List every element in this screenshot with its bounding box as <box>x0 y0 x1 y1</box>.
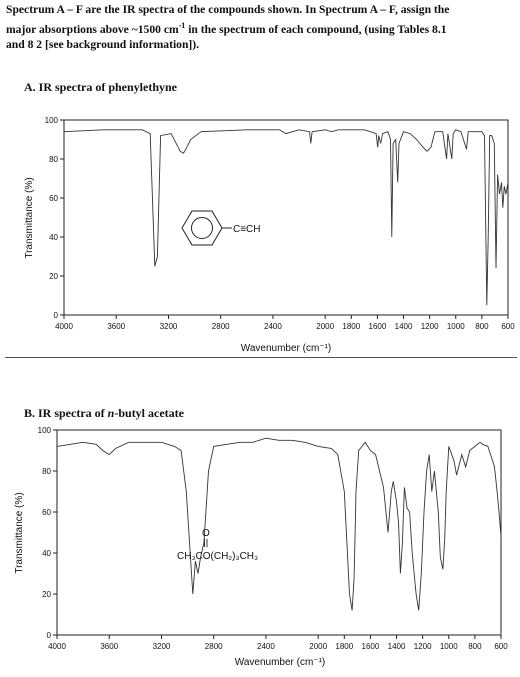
x-tick-label: 2400 <box>264 322 282 331</box>
benzene-ring <box>181 210 223 246</box>
y-tick-label: 100 <box>38 426 52 435</box>
instructions-text: Spectrum A – F are the IR spectra of the… <box>6 2 516 52</box>
x-tick-label: 3200 <box>153 642 171 651</box>
section-b-heading-prefix: B. IR spectra of <box>24 406 108 420</box>
y-tick-label: 0 <box>54 311 59 320</box>
x-tick-label: 800 <box>475 322 489 331</box>
section-divider <box>5 357 517 358</box>
ir-spectrum-chart-b: 4000 3600 3200 2800 2400 2000 1800 1600 1400 1200… <box>14 426 509 668</box>
y-tick-label: 20 <box>42 590 51 599</box>
x-tick-label: 1800 <box>342 322 360 331</box>
x-tick-label: 1800 <box>335 642 353 651</box>
x-tick-label: 800 <box>468 642 482 651</box>
tick-group: 4000 3600 3200 2800 2400 2000 1800 1600 1400 1200… <box>45 116 516 331</box>
x-tick-label: 2400 <box>257 642 275 651</box>
x-tick-label: 3600 <box>107 322 125 331</box>
y-tick-label: 60 <box>42 508 51 517</box>
y-axis-label: Transmittance (%) <box>14 492 25 573</box>
x-tick-label: 3600 <box>100 642 118 651</box>
instructions-superscript: -1 <box>178 20 186 30</box>
x-tick-label: 600 <box>494 642 508 651</box>
x-tick-label: 1600 <box>369 322 387 331</box>
x-tick-label: 2800 <box>212 322 230 331</box>
section-b-heading-suffix: -butyl acetate <box>114 406 184 420</box>
carbonyl-oxygen: O <box>202 528 210 539</box>
section-a-heading: A. IR spectra of phenylethyne <box>24 80 177 94</box>
plot-frame <box>63 119 509 316</box>
instructions-line-1: Spectrum A – F are the IR spectra of the… <box>6 3 450 16</box>
alkyne-label: C≡CH <box>233 224 261 235</box>
y-tick-label: 60 <box>49 194 58 203</box>
spectrum-line <box>63 129 509 306</box>
y-tick-label: 0 <box>47 631 52 640</box>
x-tick-label: 1600 <box>362 642 380 651</box>
butyl-acetate-structure: O CH₃CO(CH₂)₃CH₃ <box>177 528 258 562</box>
y-tick-label: 80 <box>49 155 58 164</box>
instructions-line-2-a: major absorptions above ~1500 cm <box>6 22 179 36</box>
instructions-line-2: major absorptions above ~1500 cm-1 in th… <box>6 18 516 37</box>
x-tick-label: 3200 <box>160 322 178 331</box>
x-tick-label: 1000 <box>447 322 465 331</box>
spectrum-line <box>56 437 502 611</box>
plot-frame <box>56 429 502 636</box>
instructions-line-2-b: in the spectrum of each compound, (using… <box>185 22 447 36</box>
y-tick-label: 80 <box>42 467 51 476</box>
formula-label: CH₃CO(CH₂)₃CH₃ <box>177 551 258 562</box>
x-tick-label: 2800 <box>205 642 223 651</box>
x-tick-label: 1200 <box>414 642 432 651</box>
y-tick-label: 20 <box>49 272 58 281</box>
y-tick-label: 40 <box>42 549 51 558</box>
x-tick-label: 1400 <box>388 642 406 651</box>
instructions-line-3: and 8 2 [see background information]). <box>6 37 200 51</box>
x-tick-label: 4000 <box>48 642 66 651</box>
x-tick-label: 1000 <box>440 642 458 651</box>
x-tick-label: 1200 <box>421 322 439 331</box>
y-tick-label: 40 <box>49 233 58 242</box>
x-tick-label: 2000 <box>309 642 327 651</box>
y-axis-label: Transmittance (%) <box>24 177 35 258</box>
x-tick-label: 600 <box>501 322 515 331</box>
x-axis-label: Wavenumber (cm⁻¹) <box>241 343 331 354</box>
section-b-heading-italic: n <box>107 406 115 420</box>
ir-spectrum-chart-a: 4000 3600 3200 2800 2400 2000 1800 1600 1400 1200… <box>24 116 516 354</box>
phenylethyne-structure: C≡CH <box>181 210 261 246</box>
x-tick-label: 4000 <box>55 322 73 331</box>
aromatic-circle <box>191 217 213 239</box>
y-tick-label: 100 <box>45 116 59 125</box>
tick-group: 4000 3600 3200 2800 2400 2000 1800 1600 1400 1200… <box>38 426 509 651</box>
section-b-heading: B. IR spectra of n-butyl acetate <box>24 406 184 421</box>
x-tick-label: 1400 <box>395 322 413 331</box>
x-axis-label: Wavenumber (cm⁻¹) <box>235 657 325 668</box>
x-tick-label: 2000 <box>316 322 334 331</box>
